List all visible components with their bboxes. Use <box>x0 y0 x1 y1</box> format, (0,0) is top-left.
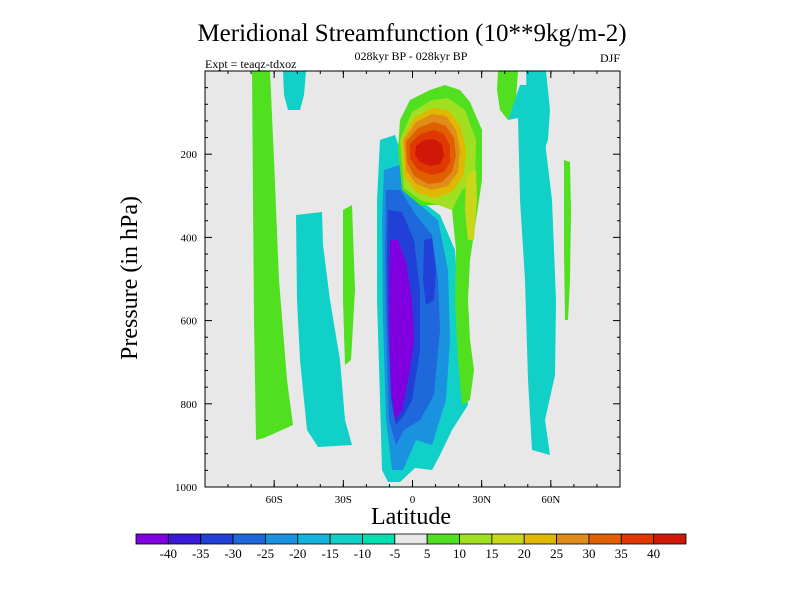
x-tick-label: 30N <box>472 494 491 506</box>
colorbar-label: 20 <box>518 546 531 561</box>
colorbar-label: 35 <box>615 546 628 561</box>
x-tick-label: 60N <box>541 494 560 506</box>
colorbar-swatch <box>620 533 655 545</box>
contour-sh-midlat-band <box>252 71 293 440</box>
contour-nh-small-cyan <box>540 200 552 240</box>
contour-nh-green-sliver <box>564 160 571 320</box>
contour-eq-blue-side <box>423 238 436 305</box>
colorbar-label: 30 <box>582 546 595 561</box>
x-tick-label: 60S <box>266 494 283 506</box>
colorbar-swatch <box>491 533 525 545</box>
colorbar-label: -40 <box>160 546 177 561</box>
colorbar-swatch <box>329 533 363 545</box>
colorbar-label: -20 <box>289 546 306 561</box>
contour-eq-core-40 <box>389 240 414 420</box>
colorbar-swatch <box>426 533 460 545</box>
colorbar-label: 40 <box>647 546 660 561</box>
colorbar-swatch <box>362 533 396 545</box>
colorbar-label: 25 <box>550 546 563 561</box>
colorbar-swatch <box>588 533 622 545</box>
y-tick-label: 800 <box>181 399 198 411</box>
colorbar-swatch <box>167 533 202 545</box>
contour-nh-cyan-band <box>508 85 556 455</box>
colorbar-label: -30 <box>224 546 241 561</box>
colorbar-swatch <box>523 533 557 545</box>
season-label: DJF <box>600 51 620 65</box>
contour-sh-top-patch <box>283 71 306 110</box>
x-tick-label: 0 <box>410 494 416 506</box>
colorbar-swatch <box>297 533 331 545</box>
contour-nh-upper-cyan <box>526 71 550 160</box>
experiment-label: Expt = teaqz-tdxoz <box>205 57 296 71</box>
contour-upper-cell-40 <box>415 139 444 166</box>
colorbar-swatch <box>394 533 428 545</box>
colorbar-label: 15 <box>485 546 498 561</box>
colorbar: -40 -35 -30 -25 -20 -15 -10 -5 5 10 15 20 25 30 35 40 <box>135 533 687 561</box>
x-axis-label: Latitude <box>371 504 451 530</box>
y-tick-label: 1000 <box>175 482 198 494</box>
colorbar-label: 10 <box>453 546 466 561</box>
colorbar-label: -5 <box>389 546 400 561</box>
y-tick-label: 200 <box>181 149 198 161</box>
colorbar-label: -10 <box>354 546 371 561</box>
chart-title: Meridional Streamfunction (10**9kg/m-2) <box>197 20 626 47</box>
contour-sh-cyan-band <box>296 212 352 447</box>
y-axis-label: Pressure (in hPa) <box>117 196 143 360</box>
contour-fields <box>252 71 571 482</box>
colorbar-swatch <box>232 533 266 545</box>
y-tick-label: 400 <box>181 232 198 244</box>
x-tick-label: 30S <box>335 494 352 506</box>
colorbar-label: -25 <box>257 546 274 561</box>
colorbar-label: 5 <box>424 546 431 561</box>
colorbar-label: -35 <box>192 546 209 561</box>
colorbar-swatch <box>653 533 687 545</box>
colorbar-swatch <box>265 533 299 545</box>
plot-area: 60S 30S 0 30N 60N 200 400 600 800 1000 <box>175 70 621 506</box>
y-tick-label: 600 <box>181 316 198 328</box>
chart-subtitle: 028kyr BP - 028kyr BP <box>355 49 468 63</box>
axis-ticks: 60S 30S 0 30N 60N 200 400 600 800 1000 <box>175 71 620 506</box>
contour-sh-green-patch <box>343 205 355 365</box>
colorbar-swatch <box>459 533 493 545</box>
colorbar-label: -15 <box>321 546 338 561</box>
colorbar-swatch <box>200 533 234 545</box>
colorbar-swatch <box>135 533 169 545</box>
colorbar-swatch <box>556 533 590 545</box>
contour-nh-yellow <box>465 170 477 240</box>
